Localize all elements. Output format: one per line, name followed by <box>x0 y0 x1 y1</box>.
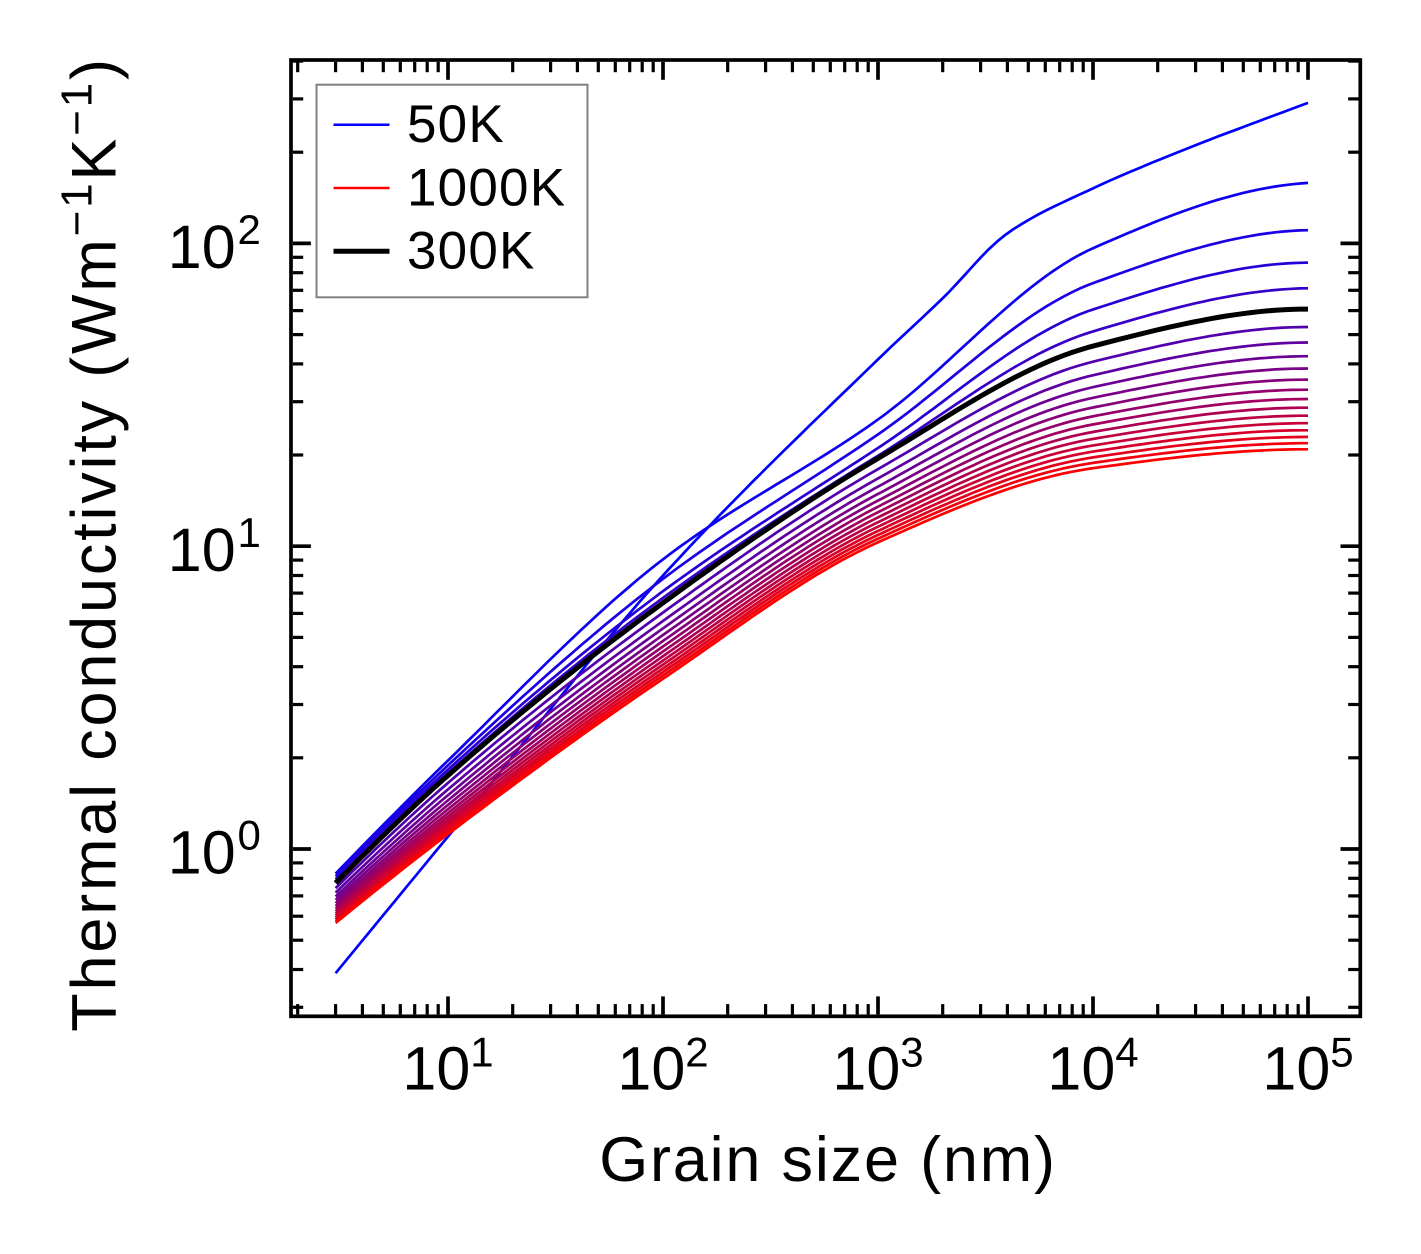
svg-text:10: 10 <box>402 1035 470 1103</box>
svg-text:1000K: 1000K <box>407 158 566 217</box>
svg-text:10: 10 <box>832 1035 900 1103</box>
svg-text:10: 10 <box>168 516 236 584</box>
svg-text:4: 4 <box>1115 1029 1138 1076</box>
svg-text:10: 10 <box>617 1035 685 1103</box>
svg-text:Grain size (nm): Grain size (nm) <box>599 1125 1057 1195</box>
svg-text:2: 2 <box>238 206 261 253</box>
svg-text:1: 1 <box>238 509 261 556</box>
svg-text:1: 1 <box>470 1029 493 1076</box>
svg-text:3: 3 <box>900 1029 923 1076</box>
svg-text:5: 5 <box>1330 1029 1353 1076</box>
svg-text:10: 10 <box>1047 1035 1115 1103</box>
svg-text:10: 10 <box>168 819 236 887</box>
svg-text:2: 2 <box>685 1029 708 1076</box>
svg-text:300K: 300K <box>407 222 536 281</box>
svg-text:0: 0 <box>238 812 261 859</box>
svg-text:10: 10 <box>1262 1035 1330 1103</box>
svg-text:10: 10 <box>168 213 236 281</box>
svg-text:50K: 50K <box>407 95 505 154</box>
